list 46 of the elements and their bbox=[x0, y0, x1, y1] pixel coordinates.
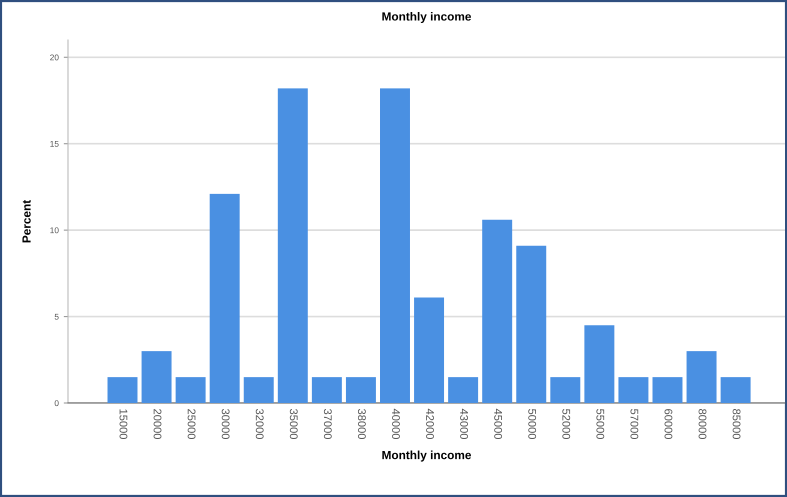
y-axis-title: Percent bbox=[22, 200, 31, 242]
y-tick-label: 0 bbox=[54, 400, 59, 406]
x-axis-title: Monthly income bbox=[382, 450, 472, 462]
bar bbox=[414, 298, 444, 403]
bar bbox=[210, 194, 240, 403]
bar bbox=[516, 246, 546, 403]
chart-title: Monthly income bbox=[382, 12, 472, 24]
x-tick-label: 60000 bbox=[664, 409, 672, 440]
x-tick-label: 45000 bbox=[494, 408, 502, 440]
bar bbox=[652, 377, 682, 403]
x-tick-label: 85000 bbox=[732, 409, 740, 440]
x-tick-label: 43000 bbox=[460, 408, 468, 440]
bar bbox=[244, 377, 274, 403]
bar bbox=[584, 325, 614, 403]
y-tick-label: 10 bbox=[50, 227, 59, 234]
x-tick-label: 30000 bbox=[222, 408, 230, 440]
x-tick-label: 55000 bbox=[596, 409, 604, 440]
x-tick-label: 40000 bbox=[392, 408, 400, 440]
bar bbox=[142, 351, 172, 403]
bar bbox=[380, 88, 410, 403]
x-tick-label: 42000 bbox=[426, 408, 434, 440]
bar bbox=[482, 220, 512, 403]
bar bbox=[312, 377, 342, 403]
bar bbox=[346, 377, 376, 403]
y-tick-label: 15 bbox=[50, 141, 59, 147]
bar bbox=[720, 377, 751, 403]
x-tick-label: 20000 bbox=[154, 409, 162, 440]
x-tick-label: 80000 bbox=[698, 409, 706, 440]
bar bbox=[686, 351, 717, 403]
x-tick-label: 15000 bbox=[120, 409, 128, 440]
x-tick-label: 50000 bbox=[528, 409, 536, 440]
bar bbox=[550, 377, 580, 403]
bar bbox=[618, 377, 648, 403]
x-tick-label: 35000 bbox=[290, 408, 298, 440]
x-tick-label: 52000 bbox=[562, 409, 570, 440]
x-tick-label: 25000 bbox=[188, 409, 196, 440]
x-tick-label: 38000 bbox=[358, 408, 366, 440]
x-tick-label: 37000 bbox=[324, 408, 332, 440]
bar bbox=[278, 88, 308, 403]
bar bbox=[108, 377, 138, 403]
bar bbox=[448, 377, 478, 403]
bar bbox=[176, 377, 206, 403]
x-tick-label: 32000 bbox=[256, 408, 264, 440]
y-tick-label: 20 bbox=[50, 54, 59, 60]
y-tick-label: 5 bbox=[54, 314, 59, 320]
x-tick-label: 57000 bbox=[630, 409, 638, 440]
